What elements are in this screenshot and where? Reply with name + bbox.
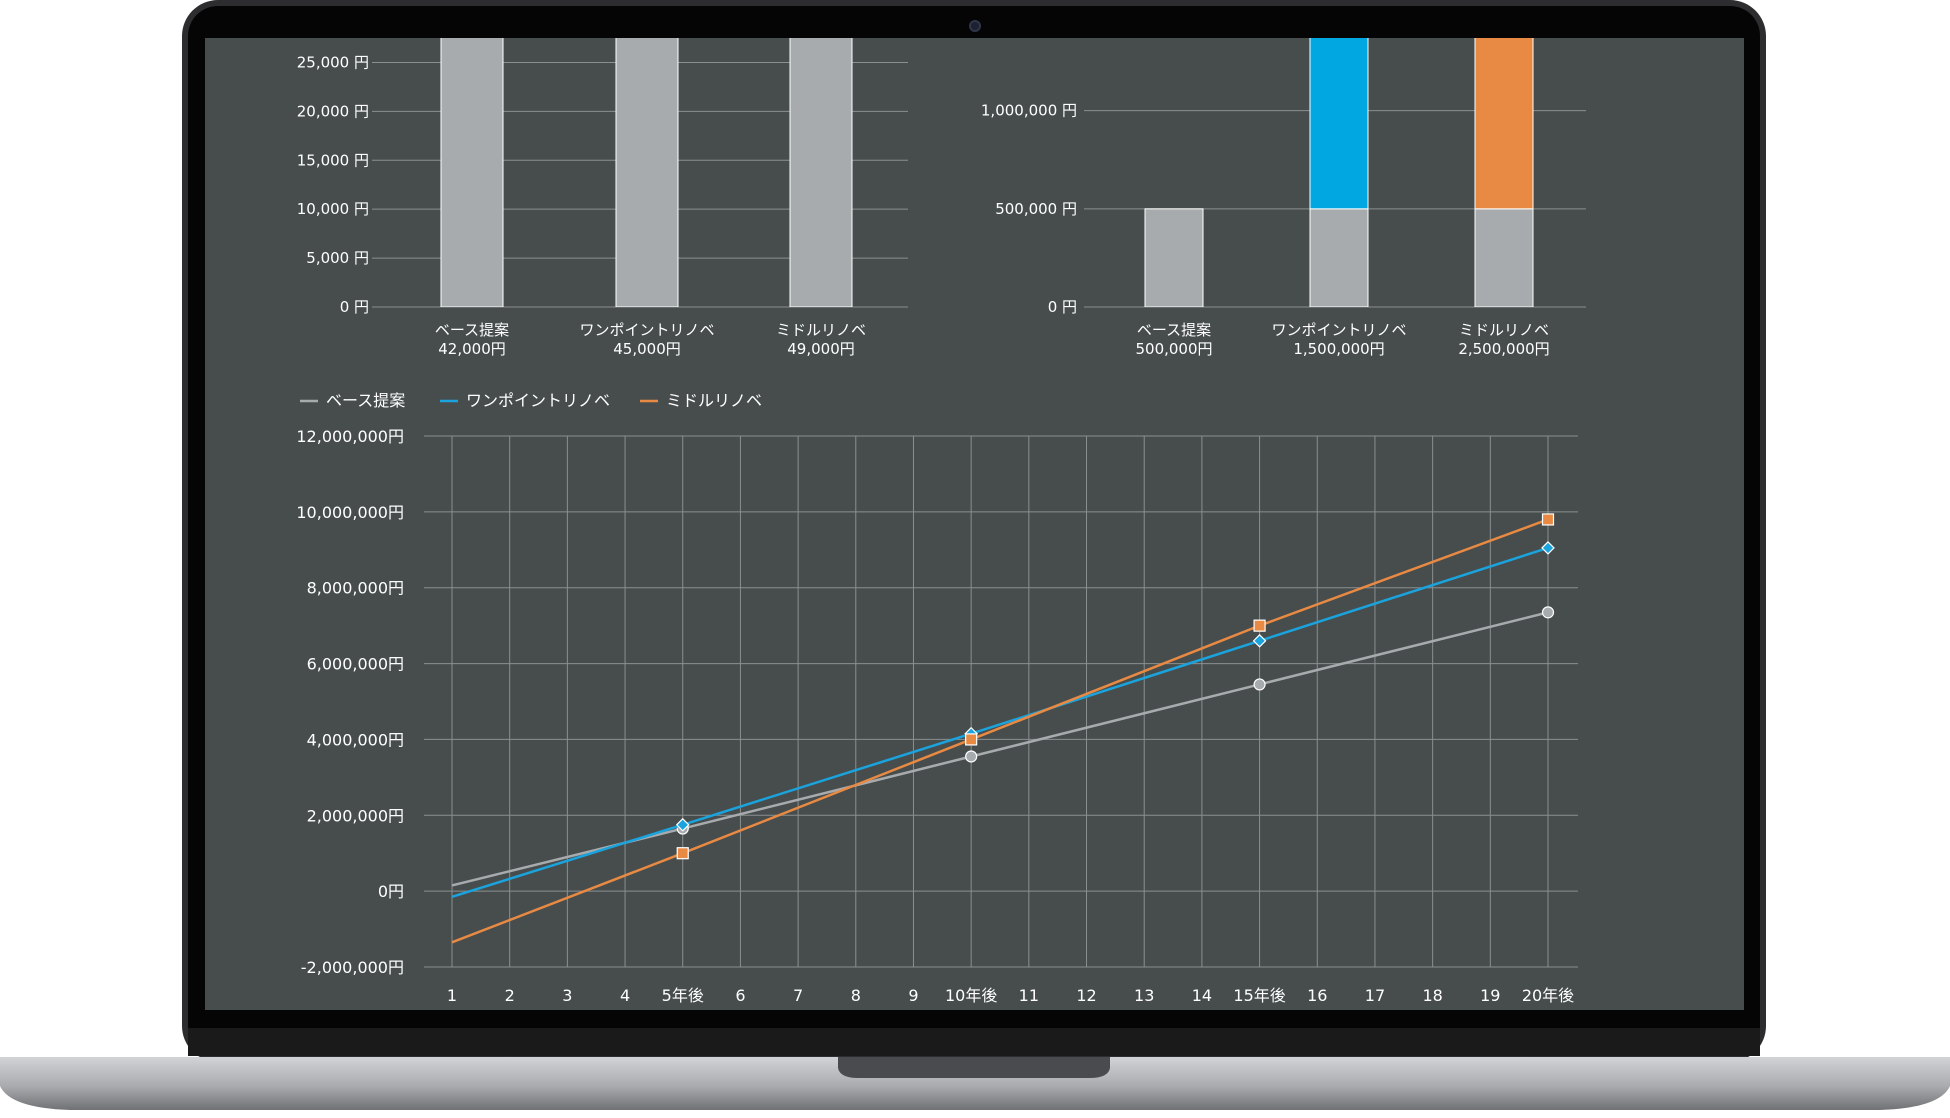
x-tick-label: 15年後 — [1233, 986, 1285, 1005]
data-point — [675, 817, 690, 832]
x-tick-label: 7 — [793, 986, 803, 1005]
data-point — [1253, 678, 1266, 691]
bar — [440, 38, 504, 307]
bars — [1144, 38, 1534, 307]
laptop-base — [0, 1057, 1950, 1110]
legend-label: ワンポイントリノベ — [466, 391, 610, 410]
x-category-label: ベース提案 — [1137, 321, 1211, 339]
data-point — [1541, 606, 1555, 619]
bar — [789, 38, 853, 307]
x-tick-label: 18 — [1422, 986, 1442, 1005]
y-tick-label: -2,000,000円 — [301, 958, 404, 977]
x-value-label: 49,000円 — [787, 340, 855, 358]
x-tick-label: 20年後 — [1522, 986, 1574, 1005]
data-point — [1541, 513, 1555, 526]
x-tick-label: 6 — [735, 986, 745, 1005]
legend-label: ミドルリノベ — [666, 391, 762, 410]
line-chart-cumulative: -2,000,000円 0円 2,000,000円 4,000,000円 6,000,0… — [296, 391, 1578, 1005]
screen-bottom-strip — [188, 1028, 1760, 1056]
bar — [1309, 208, 1369, 307]
x-tick-label: 1 — [447, 986, 457, 1005]
y-tick-label: 5,000 円 — [306, 249, 369, 267]
trackpad-notch — [838, 1057, 1110, 1078]
bar — [615, 38, 679, 307]
y-tick-label: 500,000 円 — [995, 200, 1077, 218]
y-tick-label: 0円 — [378, 882, 404, 901]
x-category-label: ワンポイントリノベ — [579, 321, 714, 339]
bar — [1144, 208, 1204, 307]
legend-label: ベース提案 — [326, 391, 405, 410]
x-value-label: 2,500,000円 — [1458, 340, 1549, 358]
y-tick-label: 15,000 円 — [297, 151, 369, 169]
y-tick-label: 2,000,000円 — [307, 806, 404, 825]
y-tick-label: 0 円 — [340, 298, 369, 316]
x-category-label: ミドルリノベ — [1459, 321, 1549, 339]
y-tick-label: 20,000 円 — [297, 102, 369, 120]
y-tick-label: 25,000 円 — [297, 53, 369, 71]
x-category-label: ミドルリノベ — [776, 321, 866, 339]
y-tick-label: 4,000,000円 — [307, 730, 404, 749]
y-tick-label: 10,000 円 — [297, 200, 369, 218]
x-value-label: 42,000円 — [438, 340, 506, 358]
data-point — [965, 750, 978, 763]
x-tick-label: 12 — [1076, 986, 1096, 1005]
x-tick-label: 13 — [1134, 986, 1154, 1005]
x-tick-label: 9 — [908, 986, 918, 1005]
x-tick-label: 5年後 — [662, 986, 704, 1005]
camera-icon — [969, 20, 981, 32]
data-point — [1253, 619, 1266, 632]
data-point — [965, 733, 978, 746]
x-tick-label: 16 — [1307, 986, 1327, 1005]
data-point — [676, 847, 689, 860]
x-tick-label: 4 — [620, 986, 630, 1005]
y-tick-label: 0 円 — [1048, 298, 1077, 316]
y-tick-label: 12,000,000円 — [296, 427, 404, 446]
x-tick-label: 19 — [1480, 986, 1500, 1005]
x-value-label: 1,500,000円 — [1293, 340, 1384, 358]
x-value-label: 500,000円 — [1135, 340, 1212, 358]
bar — [1474, 38, 1534, 210]
bar-chart-monthly-cost: 0 円 5,000 円 10,000 円 15,000 円 20,000 円 25,000… — [297, 38, 908, 358]
x-tick-label: 3 — [562, 986, 572, 1005]
y-tick-label: 8,000,000円 — [307, 579, 404, 598]
x-tick-label: 2 — [505, 986, 515, 1005]
y-tick-label: 10,000,000円 — [296, 503, 404, 522]
y-tick-label: 1,000,000 円 — [981, 102, 1077, 120]
x-tick-label: 11 — [1019, 986, 1039, 1005]
x-tick-label: 8 — [851, 986, 861, 1005]
bars — [440, 38, 853, 307]
x-category-label: ベース提案 — [435, 321, 509, 339]
x-tick-label: 10年後 — [945, 986, 997, 1005]
bar — [1474, 208, 1534, 307]
x-tick-label: 17 — [1365, 986, 1385, 1005]
x-value-label: 45,000円 — [613, 340, 681, 358]
y-tick-label: 6,000,000円 — [307, 655, 404, 674]
data-point — [1252, 633, 1267, 648]
bar — [1309, 38, 1369, 210]
data-point — [1541, 541, 1555, 555]
x-category-label: ワンポイントリノベ — [1271, 321, 1406, 339]
x-tick-label: 14 — [1192, 986, 1212, 1005]
